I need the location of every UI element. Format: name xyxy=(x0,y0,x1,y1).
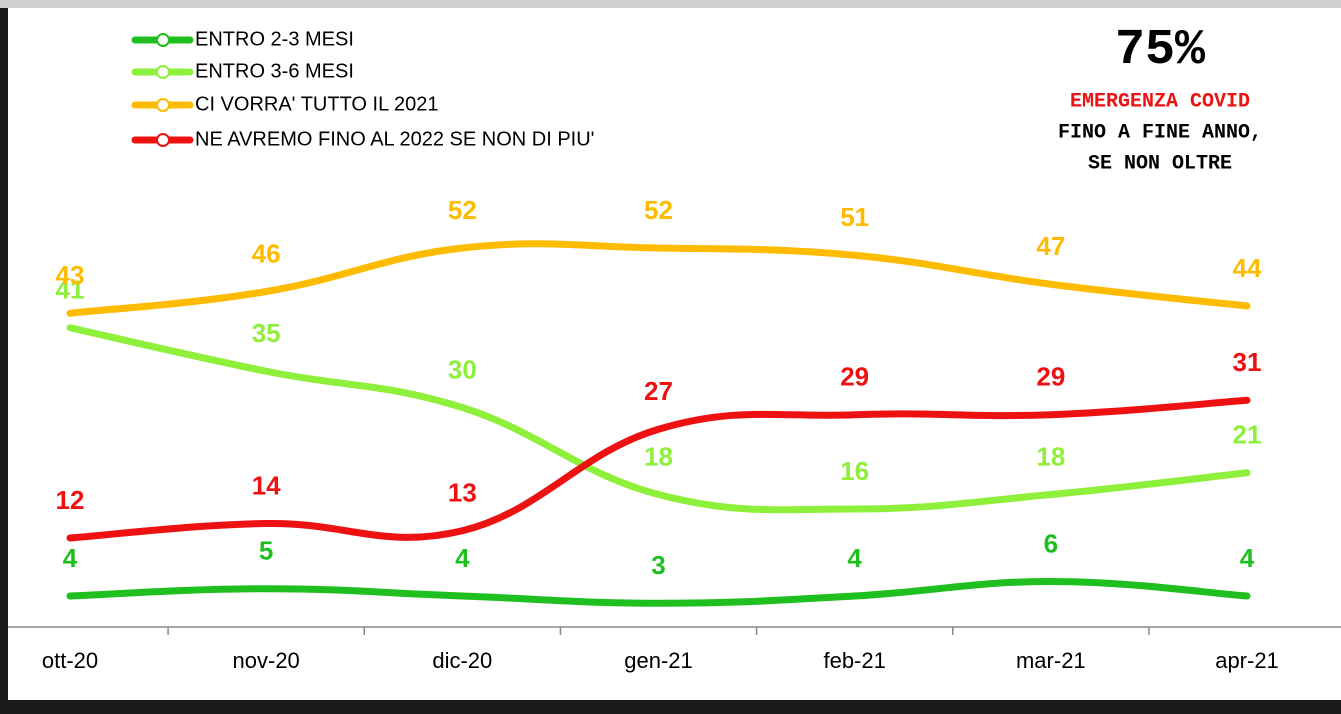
data-label: 14 xyxy=(252,470,281,500)
legend-label: CI VORRA' TUTTO IL 2021 xyxy=(195,93,439,115)
data-label: 51 xyxy=(840,202,869,232)
series-line xyxy=(66,324,1251,514)
legend-label: NE AVREMO FINO AL 2022 SE NON DI PIU' xyxy=(195,128,595,150)
x-tick-label: feb-21 xyxy=(823,648,885,673)
data-label: 29 xyxy=(1036,362,1065,392)
annotation-line: EMERGENZA COVID xyxy=(1070,90,1250,113)
data-label: 27 xyxy=(644,376,673,406)
data-label: 52 xyxy=(448,195,477,225)
x-tick-label: dic-20 xyxy=(432,648,492,673)
data-label: 21 xyxy=(1233,420,1262,450)
legend-marker xyxy=(156,98,170,112)
data-label: 44 xyxy=(1233,253,1262,283)
data-label: 16 xyxy=(840,456,869,486)
series-line xyxy=(66,240,1251,317)
data-label: 18 xyxy=(644,441,673,471)
data-label: 4 xyxy=(847,543,862,573)
data-label: 31 xyxy=(1233,347,1262,377)
top-strip xyxy=(0,0,1341,8)
data-label: 35 xyxy=(252,318,281,348)
legend-marker xyxy=(156,133,170,147)
annotation-line: SE NON OLTRE xyxy=(1088,152,1232,175)
data-label: 30 xyxy=(448,354,477,384)
annotation-line: FINO A FINE ANNO, xyxy=(1058,121,1262,144)
series-line xyxy=(66,577,1251,607)
data-label: 4 xyxy=(63,543,78,573)
data-label: 41 xyxy=(56,275,85,305)
data-label: 12 xyxy=(56,485,85,515)
data-label: 3 xyxy=(651,550,665,580)
data-label: 46 xyxy=(252,238,281,268)
data-label: 18 xyxy=(1036,441,1065,471)
series-line xyxy=(66,396,1251,542)
data-label: 6 xyxy=(1044,528,1058,558)
data-label: 29 xyxy=(840,362,869,392)
x-tick-label: ott-20 xyxy=(42,648,98,673)
data-label: 13 xyxy=(448,478,477,508)
x-tick-label: apr-21 xyxy=(1215,648,1279,673)
legend-label: ENTRO 3-6 MESI xyxy=(195,60,354,82)
annotation-headline: 75% xyxy=(1115,22,1206,79)
data-label: 47 xyxy=(1036,231,1065,261)
x-tick-label: gen-21 xyxy=(624,648,693,673)
legend-marker xyxy=(156,65,170,79)
data-label: 5 xyxy=(259,536,273,566)
x-tick-label: nov-20 xyxy=(233,648,300,673)
data-label: 52 xyxy=(644,195,673,225)
x-tick-label: mar-21 xyxy=(1016,648,1086,673)
legend-label: ENTRO 2-3 MESI xyxy=(195,28,354,50)
data-label: 4 xyxy=(1240,543,1255,573)
data-label: 43 xyxy=(56,260,85,290)
legend-marker xyxy=(156,33,170,47)
data-label: 4 xyxy=(455,543,470,573)
